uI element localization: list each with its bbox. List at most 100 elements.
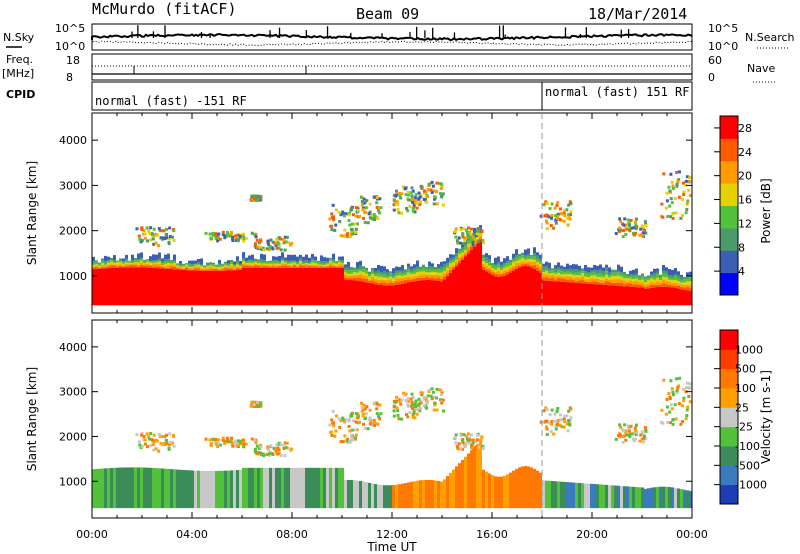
power-cell — [602, 282, 605, 285]
power-cell — [398, 192, 402, 196]
power-cell — [392, 278, 395, 281]
power-cell — [545, 261, 548, 267]
power-cell — [128, 264, 131, 266]
velocity-cell — [284, 446, 288, 450]
velocity-cell — [572, 482, 575, 509]
power-cell — [542, 263, 545, 267]
power-cell — [650, 278, 653, 283]
power-cell — [635, 281, 638, 285]
power-cell — [617, 279, 620, 283]
power-cell — [92, 256, 95, 262]
power-cell — [263, 260, 266, 263]
velocity-cell — [503, 475, 506, 509]
power-cell — [587, 274, 590, 278]
power-cell — [333, 228, 337, 232]
velocity-cell — [559, 418, 563, 422]
power-cell — [278, 263, 281, 266]
power-cell — [568, 200, 572, 204]
velocity-cell — [425, 406, 429, 410]
power-cell — [275, 266, 278, 268]
velocity-cell — [524, 466, 527, 509]
power-cell — [437, 272, 440, 276]
power-cell — [644, 276, 647, 279]
power-cell — [137, 262, 140, 265]
power-cell — [578, 280, 581, 284]
power-cell — [392, 273, 395, 277]
power-cell — [182, 266, 185, 269]
power-cell — [372, 195, 376, 199]
power-cell — [128, 267, 131, 306]
velocity-cell — [356, 414, 360, 418]
power-cell — [638, 282, 641, 285]
power-cell — [608, 272, 611, 276]
power-cell — [218, 265, 221, 268]
velocity-cell — [331, 421, 335, 425]
velocity-cell — [224, 470, 227, 509]
power-cell — [464, 256, 467, 306]
power-cell — [234, 234, 238, 238]
power-cell — [362, 197, 366, 201]
velocity-cell — [431, 480, 434, 509]
power-cell — [182, 269, 185, 306]
power-cell — [685, 175, 689, 179]
velocity-cell — [635, 487, 638, 509]
velocity-cell — [643, 426, 647, 430]
velocity-cell — [469, 438, 473, 442]
power-cell — [431, 266, 434, 270]
velocity-colorbar-swatch — [720, 426, 738, 447]
power-cell — [614, 285, 617, 306]
power-cell — [125, 254, 128, 259]
power-cell — [347, 270, 350, 274]
velocity-cell — [261, 452, 265, 456]
power-cell — [143, 265, 146, 268]
power-cell — [440, 195, 444, 199]
power-cell — [611, 285, 614, 306]
power-cell — [569, 276, 572, 280]
power-cell — [452, 262, 455, 266]
velocity-cell — [669, 379, 673, 383]
power-cell — [441, 203, 445, 207]
power-cell — [231, 235, 235, 239]
power-cell — [623, 217, 627, 221]
power-cell — [665, 271, 668, 274]
power-cell — [466, 233, 470, 237]
power-cell — [146, 267, 149, 306]
power-cell — [437, 275, 440, 278]
velocity-cell — [632, 486, 635, 509]
power-cell — [548, 207, 552, 211]
power-cell — [629, 283, 632, 287]
power-cell — [422, 268, 425, 272]
power-cell — [536, 270, 539, 306]
power-cell — [344, 272, 347, 275]
power-cell — [562, 211, 566, 215]
power-cell — [518, 256, 521, 260]
power-cell — [176, 268, 179, 270]
power-cell — [638, 277, 641, 281]
power-cell — [279, 248, 283, 252]
power-cell — [341, 261, 344, 264]
velocity-cell — [480, 435, 484, 439]
velocity-cell — [428, 479, 431, 509]
power-cell — [674, 288, 677, 306]
power-cell — [410, 200, 414, 204]
velocity-cell — [556, 420, 560, 424]
power-cell — [266, 265, 269, 267]
power-cell — [260, 253, 263, 260]
power-cell — [587, 283, 590, 306]
velocity-cell — [440, 391, 444, 395]
velocity-cell — [311, 467, 314, 509]
velocity-cell — [539, 420, 543, 424]
power-cell — [368, 280, 371, 283]
velocity-cell — [217, 438, 221, 442]
power-cell — [308, 264, 311, 266]
power-cell — [681, 181, 685, 185]
power-cell — [149, 238, 153, 242]
power-cell — [209, 236, 213, 240]
velocity-cell — [341, 418, 345, 422]
power-cell — [512, 265, 515, 269]
power-cell — [347, 261, 350, 268]
power-cell — [665, 267, 668, 272]
power-cell — [554, 272, 557, 275]
power-cell — [230, 268, 233, 271]
y-tick-label: 2000 — [59, 430, 87, 443]
